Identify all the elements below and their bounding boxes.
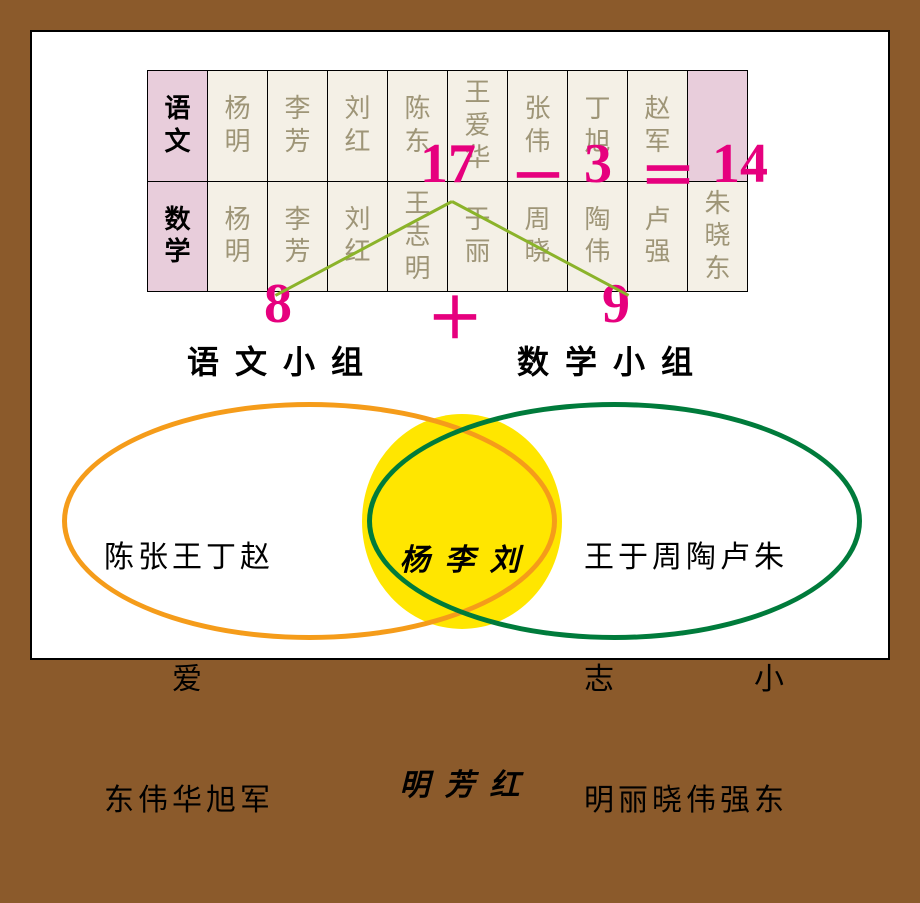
eq-3: 3 bbox=[584, 132, 612, 196]
venn-center: 杨李刘 明芳红 bbox=[392, 460, 527, 887]
venn-label-right: 数 学 小 组 bbox=[517, 337, 697, 383]
eq-8: 8 bbox=[264, 272, 292, 336]
row-header-math: 数学 bbox=[148, 181, 208, 292]
venn-diagram: 陈张王丁赵 爱 东伟华旭军 杨李刘 明芳红 王于周陶卢朱 志小 明丽晓伟强东 bbox=[52, 402, 872, 642]
eq-plus: ＋ bbox=[427, 274, 483, 355]
row-header-chinese: 语文 bbox=[148, 71, 208, 182]
table-cell: 李芳 bbox=[268, 71, 328, 182]
venn-label-left: 语 文 小 组 bbox=[187, 337, 367, 383]
venn-right-only: 王于周陶卢朱 志小 明丽晓伟强东 bbox=[582, 457, 786, 903]
slide-canvas: 语文 杨明 李芳 刘红 陈东 王爱华 张伟 丁旭 赵军 数学 杨明 李芳 刘红 … bbox=[30, 30, 890, 660]
table-cell: 刘红 bbox=[328, 71, 388, 182]
venn-left-only: 陈张王丁赵 爱 东伟华旭军 bbox=[102, 457, 272, 903]
eq-minus: － bbox=[510, 132, 566, 213]
table-cell: 杨明 bbox=[208, 71, 268, 182]
eq-equals: ＝ bbox=[640, 132, 696, 213]
table-cell: 朱晓东 bbox=[688, 181, 748, 292]
eq-17: 17 bbox=[420, 132, 476, 196]
eq-14: 14 bbox=[712, 132, 768, 196]
table-cell: 杨明 bbox=[208, 181, 268, 292]
table-cell: 刘红 bbox=[328, 181, 388, 292]
